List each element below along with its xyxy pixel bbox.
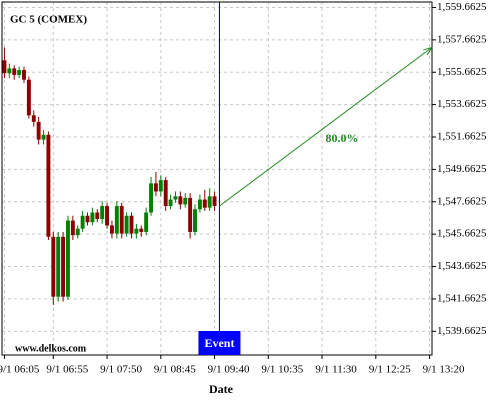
candle-body (124, 215, 129, 234)
x-tick-label: 9/1 11:30 (315, 364, 357, 376)
x-tick-label: 9/1 07:50 (100, 364, 142, 376)
candle-body (188, 197, 193, 232)
plot-area (2, 2, 432, 355)
candle-body (139, 228, 144, 232)
candle-body (56, 236, 61, 297)
candle-body (158, 180, 163, 192)
x-tick-label: 9/1 06:05 (0, 364, 40, 376)
y-tick-label: 1,559.6625 (437, 1, 487, 13)
candle-body (36, 121, 41, 140)
candle-body (129, 215, 134, 234)
candle-body (105, 206, 110, 226)
candle-body (193, 209, 197, 232)
candle-body (85, 215, 90, 223)
arrow-head (423, 46, 434, 56)
candle-body (119, 206, 124, 234)
candle-body (100, 206, 105, 219)
y-tick-label: 1,541.6625 (437, 292, 487, 304)
candle-body (183, 197, 188, 205)
candle-body (12, 68, 17, 75)
x-tick-label: 9/1 06:55 (46, 364, 88, 376)
x-axis-label: Date (209, 382, 234, 396)
candle-body (134, 228, 139, 234)
candle-body (163, 180, 168, 207)
candle-body (26, 79, 31, 116)
y-tick-label: 1,549.6625 (437, 163, 487, 175)
y-tick-label: 1,555.6625 (437, 66, 487, 78)
candle-body (51, 236, 56, 297)
y-tick-label: 1,545.6625 (437, 228, 487, 240)
candle-body (95, 212, 100, 219)
watermark: www.delkos.com (15, 343, 87, 354)
y-tick-label: 1,547.6625 (437, 195, 487, 207)
candle-body (202, 199, 207, 208)
candle-body (114, 206, 119, 234)
candle-body (212, 196, 217, 207)
candle-body (70, 220, 75, 236)
projection-label: 80.0% (326, 131, 359, 145)
candle-body (46, 134, 51, 237)
x-tick-label: 9/1 13:20 (423, 364, 465, 376)
candle-body (207, 196, 212, 208)
y-tick-label: 1,557.6625 (437, 33, 487, 45)
candle-body (153, 183, 158, 192)
candle-body (75, 228, 80, 236)
candle-body (31, 115, 36, 122)
candle-body (41, 134, 46, 140)
chart-title: GC 5 (COMEX) (10, 14, 87, 26)
y-tick-label: 1,553.6625 (437, 98, 487, 110)
candle-body (7, 68, 12, 74)
candle-body (2, 60, 7, 74)
candle-body (173, 196, 178, 200)
candle-body (61, 236, 66, 297)
candle-body (144, 212, 149, 232)
candle-body (197, 199, 202, 210)
candle-body (178, 196, 183, 205)
candle-body (149, 183, 153, 213)
x-tick-label: 9/1 08:45 (154, 364, 196, 376)
event-label: Event (204, 336, 234, 350)
candle-body (80, 215, 85, 229)
candle-body (66, 220, 70, 297)
candle-body (168, 199, 173, 207)
y-tick-label: 1,551.6625 (437, 131, 487, 143)
x-tick-label: 9/1 10:35 (261, 364, 303, 376)
y-tick-label: 1,543.6625 (437, 260, 487, 272)
y-tick-label: 1,539.6625 (437, 325, 487, 337)
projection-arrow (219, 46, 433, 207)
x-tick-label: 9/1 09:40 (208, 364, 250, 376)
candle-body (109, 225, 114, 234)
candle-body (22, 70, 26, 80)
candle-body (17, 70, 22, 75)
x-tick-label: 9/1 12:25 (369, 364, 411, 376)
candle-body (90, 212, 95, 223)
event-box (198, 331, 241, 355)
